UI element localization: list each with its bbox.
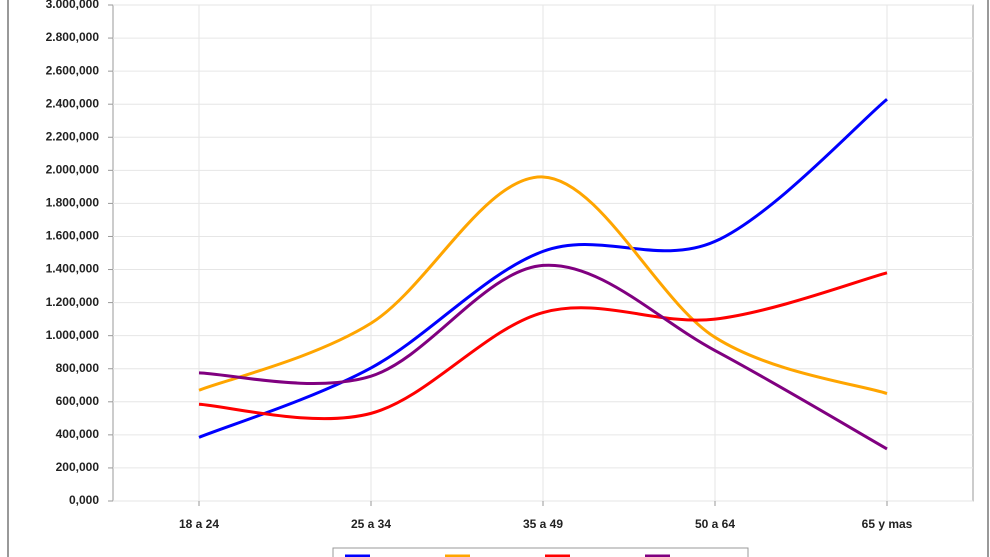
x-tick-label: 65 y mas	[862, 517, 913, 531]
y-tick-label: 0,000	[69, 493, 99, 507]
y-tick-label: 2.000,000	[46, 163, 100, 177]
x-tick-label: 50 a 64	[695, 517, 735, 531]
y-tick-label: 1.400,000	[46, 262, 100, 276]
x-tick-label: 35 a 49	[523, 517, 563, 531]
y-tick-label: 3.000,000	[46, 0, 100, 11]
y-tick-label: 1.600,000	[46, 229, 100, 243]
series-line	[198, 175, 888, 395]
y-tick-label: 2.600,000	[46, 63, 100, 77]
y-tick-label: 1.000,000	[46, 328, 100, 342]
y-tick-label: 1.800,000	[46, 196, 100, 210]
y-tick-label: 2.800,000	[46, 30, 100, 44]
y-tick-label: 2.400,000	[46, 96, 100, 110]
x-tick-label: 25 a 34	[351, 517, 391, 531]
legend	[332, 547, 749, 557]
y-tick-label: 800,000	[56, 361, 100, 375]
series-line	[198, 271, 888, 421]
y-tick-label: 600,000	[56, 394, 100, 408]
y-tick-label: 200,000	[56, 460, 100, 474]
y-tick-label: 400,000	[56, 427, 100, 441]
x-tick-label: 18 a 24	[179, 517, 219, 531]
series-line	[198, 98, 888, 439]
series-line	[198, 263, 888, 451]
y-tick-label: 1.200,000	[46, 295, 100, 309]
y-tick-label: 2.200,000	[46, 129, 100, 143]
